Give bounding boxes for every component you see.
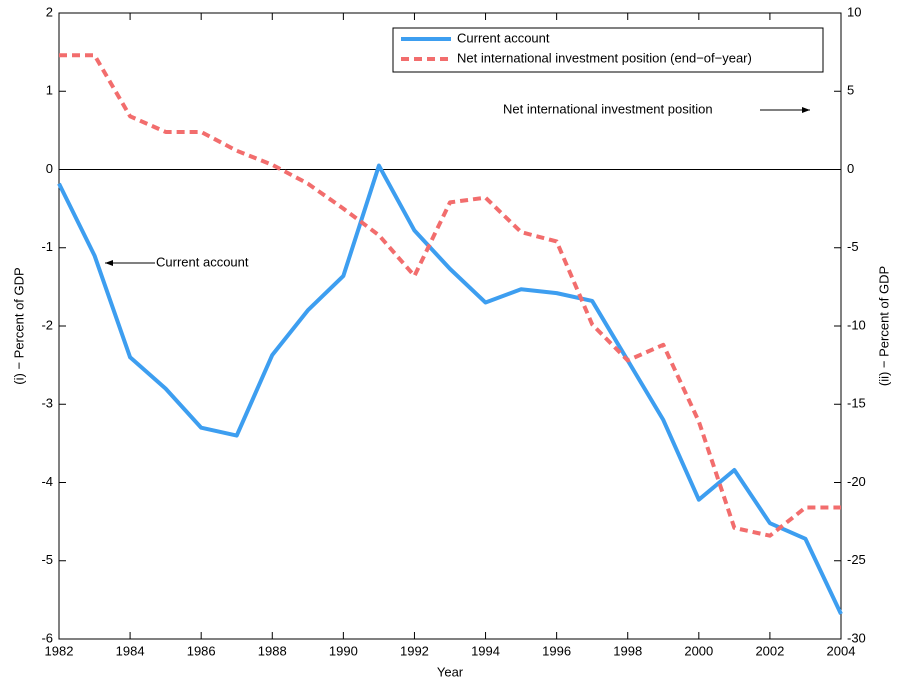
x-tick-label: 1992	[400, 643, 429, 658]
y2-tick-label: -20	[847, 474, 866, 489]
x-axis-label: Year	[437, 664, 464, 679]
x-tick-label: 1984	[116, 643, 145, 658]
y2-tick-label: 10	[847, 4, 861, 19]
x-tick-label: 1986	[187, 643, 216, 658]
y-tick-label: -5	[41, 552, 53, 567]
x-tick-label: 1982	[45, 643, 74, 658]
y-tick-label: -6	[41, 630, 53, 645]
x-tick-label: 1994	[471, 643, 500, 658]
y2-tick-label: 5	[847, 83, 854, 98]
x-tick-label: 2002	[755, 643, 784, 658]
y-tick-label: -4	[41, 474, 53, 489]
plot-area	[58, 12, 842, 640]
series-line	[59, 53, 841, 538]
x-tick-label: 1990	[329, 643, 358, 658]
y-tick-label: 0	[46, 161, 53, 176]
x-tick-label: 1998	[613, 643, 642, 658]
annotation: Net international investment position	[503, 101, 713, 116]
x-tick-label: 1996	[542, 643, 571, 658]
legend-label: Net international investment position (e…	[457, 50, 752, 65]
x-tick-label: 2000	[684, 643, 713, 658]
x-tick-label: 2004	[827, 643, 856, 658]
legend-box	[392, 27, 824, 73]
y2-axis-label: (ii) − Percent of GDP	[876, 266, 891, 386]
y-tick-label: -3	[41, 396, 53, 411]
annotation: Current account	[156, 254, 249, 269]
y-tick-label: -1	[41, 239, 53, 254]
y-axis-label: (i) − Percent of GDP	[11, 267, 26, 384]
y-tick-label: -2	[41, 317, 53, 332]
y-tick-label: 2	[46, 4, 53, 19]
x-tick-label: 1988	[258, 643, 287, 658]
legend-label: Current account	[457, 30, 550, 45]
y2-tick-label: -25	[847, 552, 866, 567]
y2-tick-label: -15	[847, 396, 866, 411]
series-line	[57, 163, 843, 615]
y2-tick-label: -30	[847, 630, 866, 645]
y-tick-label: 1	[46, 83, 53, 98]
y2-tick-label: -10	[847, 317, 866, 332]
y2-tick-label: 0	[847, 161, 854, 176]
y2-tick-label: -5	[847, 239, 859, 254]
